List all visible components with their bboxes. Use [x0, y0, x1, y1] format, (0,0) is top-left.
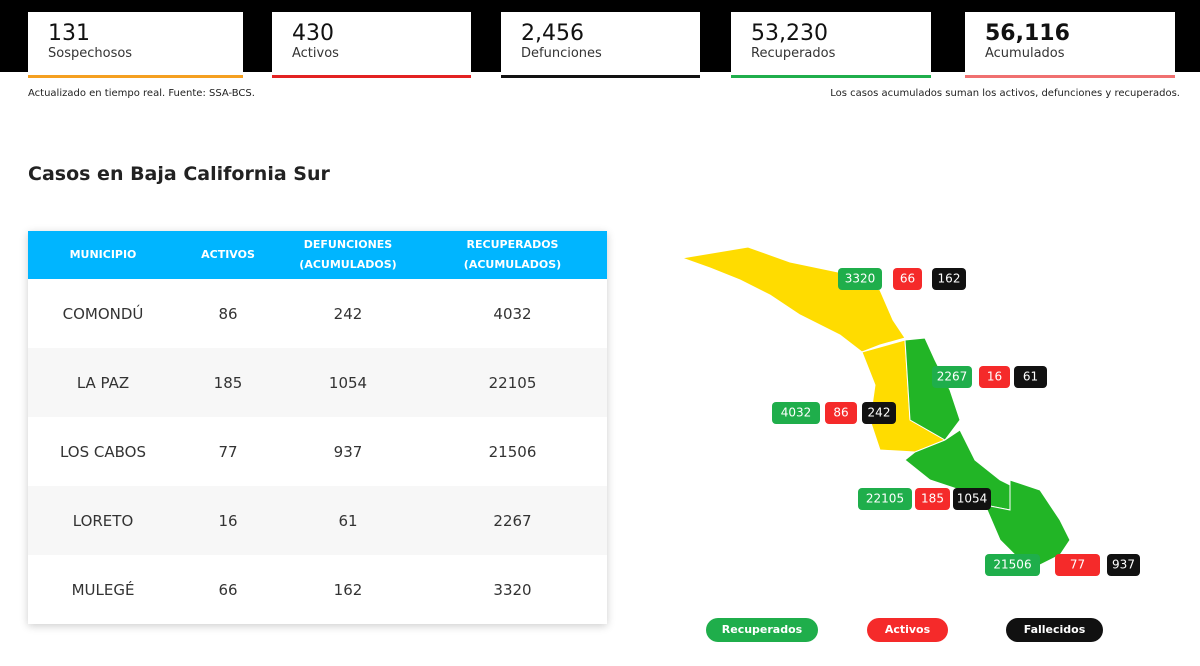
badge — [1107, 554, 1140, 576]
badge-label: 22105 — [866, 492, 904, 506]
table-row: LA PAZ 185 1054 22105 — [28, 348, 607, 417]
badge-label: 77 — [1070, 558, 1085, 572]
table-header: MUNICIPIO — [28, 231, 178, 279]
table-header: DEFUNCIONES (ACUMULADOS) — [278, 231, 418, 279]
table-header: RECUPERADOS (ACUMULADOS) — [418, 231, 607, 279]
legend-pill — [867, 618, 948, 642]
table-cell: 3320 — [493, 580, 532, 599]
badge — [893, 268, 922, 290]
badge — [985, 554, 1040, 576]
table-cell: 162 — [333, 580, 363, 599]
region-loreto — [904, 337, 961, 441]
cases-table: MUNICIPIO ACTIVOS DEFUNCIONES (ACUMULADO… — [28, 231, 607, 624]
badge — [953, 488, 991, 510]
badge — [862, 402, 896, 424]
stat-label: Recuperados — [751, 46, 836, 61]
table-cell: MULEGÉ — [71, 580, 135, 599]
table-cell: 2267 — [418, 486, 607, 555]
badge — [838, 268, 882, 290]
stat-label: Defunciones — [521, 46, 602, 61]
table-cell: 66 — [218, 580, 238, 599]
legend-label: Recuperados — [722, 623, 803, 636]
table-cell: LOS CABOS — [59, 442, 146, 461]
stat-value: 131 — [48, 21, 90, 46]
badge-label: 937 — [1112, 558, 1135, 572]
stat-card: 53,230 Recuperados — [731, 12, 931, 78]
table-cell: 937 — [333, 442, 363, 461]
table-cell: 16 — [178, 486, 278, 555]
stat-value: 56,116 — [985, 21, 1070, 46]
legend-pill — [1006, 618, 1103, 642]
badge-label: 66 — [900, 272, 915, 286]
table-row: LORETO 16 61 2267 — [28, 486, 607, 555]
stat-value: 2,456 — [521, 21, 584, 46]
section-title: Casos en Baja California Sur — [28, 163, 330, 185]
table-cell: 1054 — [278, 348, 418, 417]
stat-value: 53,230 — [751, 21, 828, 46]
table-cell: 77 — [218, 442, 238, 461]
table-cell: 22105 — [418, 348, 607, 417]
badge — [858, 488, 912, 510]
badge-label: 4032 — [781, 406, 812, 420]
badge-label: 185 — [921, 492, 944, 506]
badge-label: 162 — [938, 272, 961, 286]
badge — [772, 402, 820, 424]
table-cell: 242 — [333, 304, 363, 323]
badge-label: 3320 — [845, 272, 876, 286]
table-cell: LA PAZ — [28, 348, 178, 417]
table-header: ACTIVOS — [178, 231, 278, 279]
badge — [915, 488, 950, 510]
legend-label: Activos — [885, 623, 931, 636]
table-cell: 61 — [278, 486, 418, 555]
badge-label: 86 — [833, 406, 848, 420]
badge-label: 242 — [868, 406, 891, 420]
stat-card: 56,116 Acumulados — [965, 12, 1175, 78]
badge-label: 2267 — [937, 370, 968, 384]
table-cell: COMONDÚ — [62, 304, 144, 323]
badge — [1055, 554, 1100, 576]
table-cell: 4032 — [493, 304, 532, 323]
stat-label: Acumulados — [985, 46, 1065, 61]
table-row: COMONDÚ 86 242 4032 — [28, 279, 607, 348]
legend-pill — [706, 618, 818, 642]
map: 3320 66 162 2267 16 61 4032 86 242 22105 185 1054 21… — [680, 246, 1140, 642]
badge — [1014, 366, 1047, 388]
stat-value: 430 — [292, 21, 334, 46]
stat-card: 430 Activos — [272, 12, 471, 78]
badge — [932, 366, 972, 388]
table-cell: LORETO — [28, 486, 178, 555]
stat-label: Sospechosos — [48, 46, 133, 61]
stat-label: Activos — [292, 46, 339, 61]
badge-label: 1054 — [957, 492, 988, 506]
badge-label: 61 — [1023, 370, 1038, 384]
table-row: MULEGÉ 66 162 3320 — [28, 555, 607, 624]
table-cell: 185 — [178, 348, 278, 417]
note: Actualizado en tiempo real. Fuente: SSA-… — [28, 88, 255, 99]
legend-label: Fallecidos — [1024, 623, 1086, 636]
badge-label: 16 — [987, 370, 1002, 384]
table-cell: 21506 — [488, 442, 537, 461]
badge — [825, 402, 857, 424]
badge — [979, 366, 1010, 388]
badge — [932, 268, 966, 290]
table-row: LOS CABOS 77 937 21506 — [28, 417, 607, 486]
note: Los casos acumulados suman los activos, … — [830, 88, 1180, 99]
table-cell: 86 — [218, 304, 238, 323]
region-mulege — [680, 246, 906, 353]
stat-card: 131 Sospechosos — [28, 12, 243, 78]
badge-label: 21506 — [993, 558, 1031, 572]
stat-card: 2,456 Defunciones — [501, 12, 700, 78]
